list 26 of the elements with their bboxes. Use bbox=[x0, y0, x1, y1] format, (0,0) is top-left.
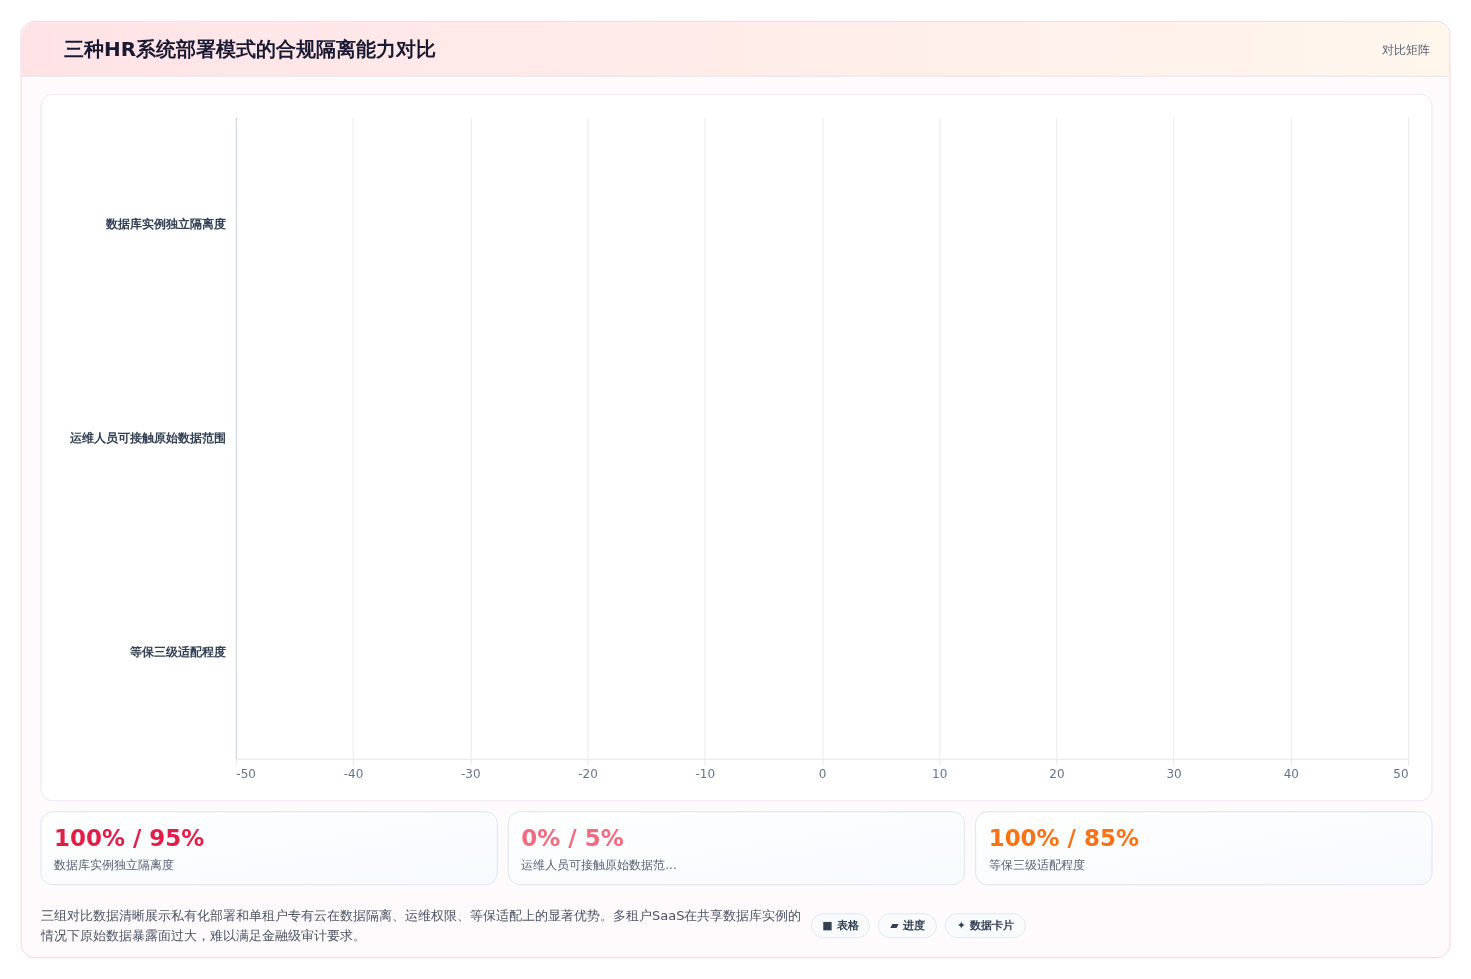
chart-subtitle: 对比矩阵 bbox=[1382, 43, 1431, 58]
y-tick-label: 运维人员可接触原始数据范围 bbox=[69, 430, 227, 446]
y-tick-label: 等保三级适配程度 bbox=[129, 643, 227, 659]
x-tick-label: -30 bbox=[460, 767, 481, 782]
text: 三组对比数据清晰展示私有化部署和单租户专有云在数据隔离、运维权限、等保适配上的显著优势。多租户SaaS在共享数据库实例的情况下原始数据暴露面过大，难以满足金融级审计要求。 bbox=[39, 907, 802, 943]
x-tick-label: -10 bbox=[695, 767, 716, 782]
x-tick-label: -40 bbox=[343, 767, 364, 782]
x-tick-label: 10 bbox=[932, 767, 948, 782]
text: 0% / 5% bbox=[521, 824, 624, 851]
x-tick-label: 20 bbox=[1049, 767, 1065, 782]
x-tick-label: 0 bbox=[818, 767, 827, 782]
text: 数据库实例独立隔离度 bbox=[53, 857, 174, 872]
text: 运维人员可接触原始数据范... bbox=[521, 857, 677, 872]
x-tick-label: -20 bbox=[578, 767, 598, 782]
text: ■ 表格 bbox=[822, 918, 860, 932]
text: ▰ 进度 bbox=[890, 918, 925, 932]
text: 100% / 85% bbox=[988, 824, 1139, 851]
y-tick-label: 数据库实例独立隔离度 bbox=[105, 216, 227, 232]
x-tick-label: 40 bbox=[1283, 767, 1299, 782]
text: 等保三级适配程度 bbox=[988, 857, 1085, 872]
text: 100% / 95% bbox=[53, 824, 205, 851]
x-tick-label: 30 bbox=[1166, 767, 1182, 782]
x-tick-label: 50 bbox=[1393, 767, 1409, 782]
text: ✦ 数据卡片 bbox=[956, 918, 1014, 932]
x-tick-label: -50 bbox=[236, 767, 256, 782]
chart-title: 三种HR系统部署模式的合规隔离能力对比 bbox=[63, 37, 437, 62]
